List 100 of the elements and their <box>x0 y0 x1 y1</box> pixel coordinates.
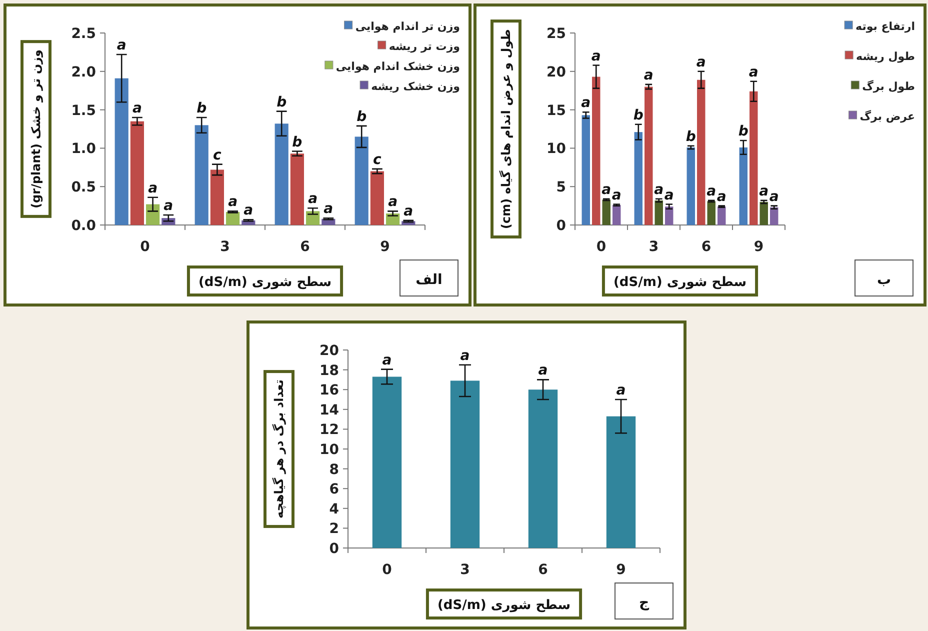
y-tick-label: 16 <box>320 382 339 399</box>
text: ج <box>638 595 650 611</box>
data-label: a <box>664 187 674 204</box>
bar <box>582 115 590 225</box>
data-label: a <box>244 202 254 219</box>
data-label: b <box>276 94 287 110</box>
y-tick-label: 0.0 <box>71 218 96 234</box>
bar <box>686 147 696 225</box>
legend-label: وزن خشک ریشه <box>371 80 460 93</box>
bar <box>592 76 600 225</box>
data-label: b <box>686 128 696 145</box>
y-tick-label: 20 <box>320 343 340 359</box>
legend-label: طول برگ <box>862 80 915 93</box>
bar <box>707 201 716 225</box>
y-tick-label: 2.0 <box>71 64 96 80</box>
bar <box>750 91 758 225</box>
text: ب <box>876 272 892 288</box>
bar <box>634 132 643 225</box>
y-tick-label: 10 <box>320 442 340 458</box>
y-tick-label: 1.5 <box>71 102 96 119</box>
bar <box>370 171 384 225</box>
data-label: a <box>716 188 726 205</box>
legend-label: وزن خشک اندام هوایی <box>336 60 460 73</box>
y-tick-label: 14 <box>320 402 340 418</box>
y-tick-label: 5 <box>556 180 566 196</box>
y-tick-label: 12 <box>320 422 339 438</box>
bar <box>194 125 208 225</box>
legend-label: عرض برگ <box>860 110 915 123</box>
data-label: a <box>164 198 174 214</box>
bar <box>528 390 558 548</box>
data-label: b <box>633 107 644 124</box>
bar <box>226 212 240 225</box>
data-label: a <box>228 194 238 210</box>
data-label: a <box>654 182 664 198</box>
legend-label: طول ریشه <box>856 50 915 63</box>
data-label: a <box>706 183 716 200</box>
x-axis-title: سطح شوری (dS/m) <box>613 275 747 290</box>
data-label: a <box>324 201 334 218</box>
x-tick-label: 0 <box>140 239 150 255</box>
x-tick-label: 3 <box>220 239 230 255</box>
y-tick-label: 2.5 <box>71 26 96 42</box>
data-label: c <box>213 147 222 164</box>
data-label: a <box>591 48 601 64</box>
x-axis-title: سطح شوری (dS/m) <box>437 598 571 613</box>
bar <box>354 136 368 225</box>
bar <box>760 202 768 225</box>
data-label: a <box>696 54 706 70</box>
x-tick-label: 6 <box>300 239 310 255</box>
data-label: b <box>292 134 302 150</box>
data-label: a <box>538 362 548 379</box>
bar <box>644 86 653 225</box>
y-axis-title: وزن تر و خشک (gr/plant) <box>29 50 43 208</box>
y-tick-label: 4 <box>329 501 340 518</box>
data-label: b <box>738 124 748 140</box>
data-label: a <box>388 194 398 210</box>
y-tick-label: 0.5 <box>71 180 96 196</box>
data-label: a <box>616 382 626 398</box>
bar <box>717 206 726 225</box>
y-axis-title: تعداد برگ در هر گیاهچه <box>272 380 286 518</box>
data-label: a <box>612 187 622 204</box>
data-label: c <box>373 152 382 168</box>
y-tick-label: 8 <box>329 462 339 478</box>
text: الف <box>416 272 442 288</box>
y-tick-label: 1.0 <box>71 141 96 158</box>
bar <box>697 80 706 225</box>
legend-label: وزن تر اندام هوایی <box>355 20 460 33</box>
y-tick-label: 25 <box>546 26 566 42</box>
bar <box>372 376 402 548</box>
data-label: a <box>132 100 142 116</box>
data-label: a <box>581 95 591 112</box>
data-label: a <box>644 67 654 84</box>
bar <box>606 416 636 548</box>
bar <box>210 170 224 225</box>
x-tick-label: 9 <box>754 239 764 255</box>
legend-label: وزت تر ریشه <box>388 40 460 53</box>
y-axis-title: طول و عرض اندام های گیاه (cm) <box>499 29 513 229</box>
x-tick-label: 3 <box>648 239 659 255</box>
data-label: a <box>748 64 758 80</box>
x-tick-label: 0 <box>596 239 606 255</box>
bar <box>130 121 144 225</box>
bar <box>739 147 748 225</box>
data-label: a <box>460 348 470 364</box>
bar <box>612 205 621 225</box>
y-tick-label: 0 <box>329 541 340 557</box>
legend-label: ارتفاع بوته <box>856 20 915 33</box>
y-tick-label: 18 <box>320 362 339 379</box>
x-tick-label: 0 <box>382 562 392 578</box>
bar <box>450 380 480 548</box>
x-tick-label: 3 <box>460 562 470 578</box>
y-tick-label: 0 <box>556 218 566 234</box>
data-label: a <box>759 183 769 200</box>
data-label: a <box>404 203 414 220</box>
bar <box>274 124 288 225</box>
x-axis-title: سطح شوری (dS/m) <box>198 275 332 290</box>
y-tick-label: 2 <box>329 521 339 538</box>
x-tick-label: 9 <box>380 239 390 255</box>
y-tick-label: 20 <box>546 64 566 80</box>
data-label: a <box>116 38 126 54</box>
data-label: a <box>148 180 158 196</box>
data-label: a <box>602 182 612 198</box>
